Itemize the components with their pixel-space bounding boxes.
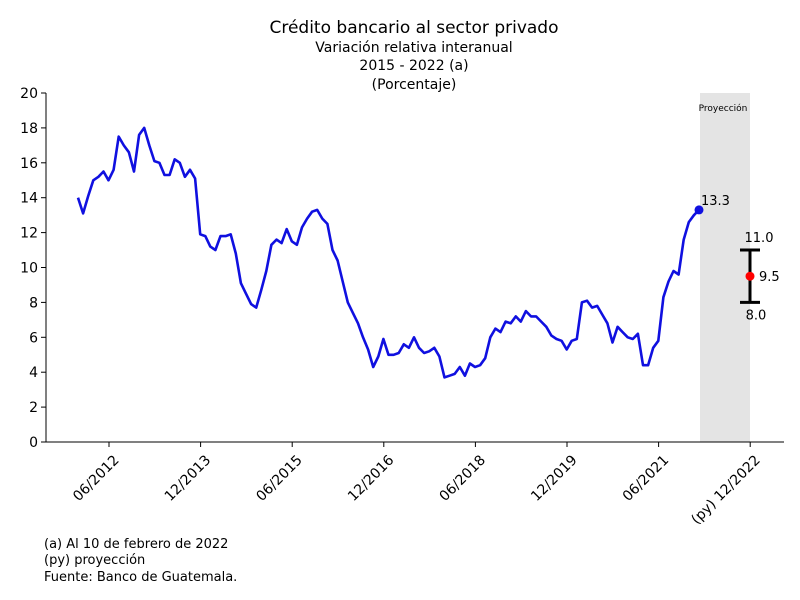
last-data-point xyxy=(694,205,704,215)
x-tick-label: 06/2021 xyxy=(620,452,672,504)
y-tick-label: 18 xyxy=(20,121,38,137)
footnote-1: (a) Al 10 de febrero de 2022 xyxy=(44,537,228,552)
x-tick-label: (py) 12/2022 xyxy=(688,452,763,527)
y-tick-label: 14 xyxy=(20,191,38,207)
y-tick-label: 6 xyxy=(29,330,38,346)
y-tick-label: 0 xyxy=(29,435,38,451)
projection-band xyxy=(700,93,750,442)
x-tick-label: 06/2012 xyxy=(70,452,122,504)
y-tick-label: 12 xyxy=(20,226,38,242)
y-tick-label: 16 xyxy=(20,156,38,172)
y-tick-label: 20 xyxy=(20,86,38,102)
y-ticks: 0 2 4 6 8 10 12 14 16 18 20 xyxy=(20,86,46,451)
projection-high-label: 11.0 xyxy=(745,231,774,246)
projection-low-label: 8.0 xyxy=(746,308,767,323)
x-tick-label: 12/2016 xyxy=(345,452,398,505)
x-tick-label: 12/2019 xyxy=(528,452,580,504)
projection-center-point xyxy=(745,271,755,281)
chart-title: Crédito bancario al sector privado xyxy=(269,18,558,38)
projection-range: 11.0 8.0 9.5 xyxy=(740,231,780,323)
footnote-2: (py) proyección xyxy=(44,553,145,568)
x-ticks: 06/2012 12/2013 06/2015 12/2016 06/2018 12/20… xyxy=(70,442,764,528)
chart-subtitle-3: (Porcentaje) xyxy=(372,77,457,93)
chart-subtitle-2: 2015 - 2022 (a) xyxy=(359,58,468,74)
y-tick-label: 10 xyxy=(20,261,38,277)
y-tick-label: 2 xyxy=(29,400,38,416)
chart-subtitle-1: Variación relativa interanual xyxy=(315,40,512,56)
y-tick-label: 4 xyxy=(29,365,38,381)
projection-center-label: 9.5 xyxy=(759,270,780,285)
credit-growth-line xyxy=(76,126,700,379)
projection-label: Proyección xyxy=(699,103,748,114)
footnote-3: Fuente: Banco de Guatemala. xyxy=(44,570,237,585)
x-tick-label: 06/2015 xyxy=(253,452,305,504)
x-tick-label: 12/2013 xyxy=(162,452,214,504)
last-data-label: 13.3 xyxy=(701,194,730,209)
axes xyxy=(45,93,784,443)
x-tick-label: 06/2018 xyxy=(437,452,489,504)
y-tick-label: 8 xyxy=(29,295,38,311)
